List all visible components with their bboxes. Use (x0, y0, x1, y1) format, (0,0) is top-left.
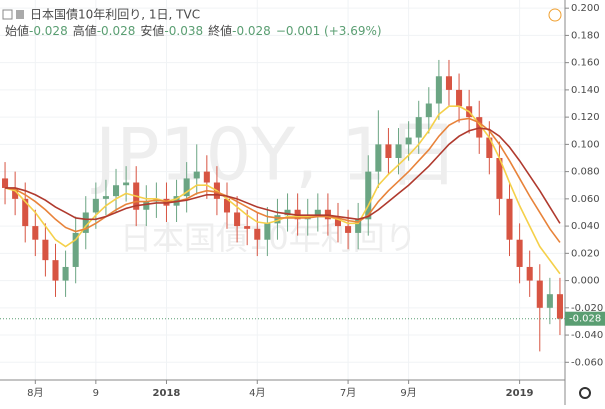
legend-value: -0.038 (164, 24, 203, 38)
candle-body (345, 226, 352, 233)
candle-body (435, 76, 442, 104)
watermark: JP10Y, 1日 (91, 113, 459, 197)
candle-body (223, 198, 231, 213)
plot (0, 59, 565, 352)
candle-body (82, 212, 89, 233)
candle-body (314, 209, 321, 216)
x-tick-label: 9月 (400, 387, 416, 399)
x-tick-label: 9 (93, 388, 99, 399)
candle-body (102, 196, 109, 199)
candle-body (415, 117, 422, 138)
y-tick-label: 0.060 (571, 194, 600, 205)
candle-body (334, 219, 342, 227)
x-tick-label: 2018 (153, 388, 181, 399)
moving-average (4, 117, 561, 243)
y-tick-label: 0.120 (571, 112, 600, 123)
candle-body (254, 228, 261, 240)
legend-value: -0.028 (29, 24, 68, 38)
candle-body (395, 144, 402, 158)
candle-body (22, 198, 29, 227)
candle-body (355, 219, 362, 233)
candle-body (113, 185, 120, 197)
candle-body (274, 215, 281, 224)
candle-body (516, 239, 523, 267)
candle-body (92, 198, 99, 213)
candle-body (264, 223, 271, 240)
candle-body (496, 157, 503, 199)
y-tick-label: 0.020 (571, 248, 600, 259)
legend-change: −0.001 (+3.69%) (276, 24, 382, 38)
candle-body (506, 198, 513, 240)
last-price-label: -0.028 (569, 314, 601, 325)
ohlc-legend: 始値-0.028 高値-0.028 安値-0.038 終値-0.028 −0.001 (… (5, 23, 382, 38)
legend-label: 高値 (73, 23, 97, 38)
candle-body (526, 266, 533, 281)
candle-body (72, 232, 79, 267)
candle-body (425, 103, 432, 118)
candle-body (546, 294, 553, 308)
y-tick-label: 0.080 (571, 167, 600, 178)
candle-body (2, 178, 9, 188)
y-tick-label: 0.100 (571, 139, 600, 150)
y-tick-label: -0.020 (571, 303, 603, 314)
icon[interactable] (16, 10, 24, 19)
y-tick-label: 0.040 (571, 221, 600, 232)
candle-body (123, 182, 130, 186)
candle-body (536, 280, 543, 308)
y-tick-label: -0.040 (571, 330, 603, 341)
candle-body (234, 212, 241, 227)
candle-body (486, 137, 493, 158)
alert-icon[interactable] (548, 8, 562, 22)
candle-body (456, 89, 463, 107)
x-tick-label: 2019 (506, 388, 534, 399)
background (0, 0, 565, 380)
settings-icon[interactable] (579, 387, 591, 399)
candle-body (12, 187, 19, 199)
x-tick-label: 4月 (249, 387, 265, 399)
candle-body (183, 178, 190, 197)
candle-body (143, 201, 150, 210)
x-tick-label: 8月 (27, 387, 43, 399)
legend-label: 終値 (208, 23, 232, 38)
y-tick-label: 0.180 (571, 30, 600, 41)
candle-body (244, 226, 251, 229)
x-tick-label: 7月 (340, 387, 356, 399)
legend-label: 安値 (140, 23, 164, 38)
chart-title: 日本国債10年利回り, 1日, TVC (30, 7, 200, 22)
candle-body (556, 294, 563, 319)
icon[interactable] (2, 9, 13, 20)
candle-body (52, 260, 59, 281)
y-tick-label: 0.000 (571, 276, 600, 287)
legend-value: -0.028 (232, 24, 271, 38)
candle-body (193, 171, 200, 179)
candle-body (375, 144, 382, 172)
candle-body (284, 209, 291, 216)
legend-value: -0.028 (97, 24, 136, 38)
candle-body (42, 239, 49, 261)
legend-label: 始値 (5, 23, 29, 38)
y-tick-label: 0.160 (571, 58, 600, 69)
y-tick-label: -0.060 (571, 357, 603, 368)
candle-body (32, 226, 39, 240)
candle-body (365, 171, 372, 220)
y-tick-label: 0.140 (571, 85, 600, 96)
y-tick-label: 0.200 (571, 3, 600, 14)
last-price-box (565, 311, 605, 326)
candle-body (62, 266, 69, 281)
candle-body (445, 76, 452, 90)
candle-body (385, 144, 392, 158)
candle-body (405, 137, 412, 145)
moving-average (5, 127, 561, 224)
candle-body (203, 171, 210, 183)
